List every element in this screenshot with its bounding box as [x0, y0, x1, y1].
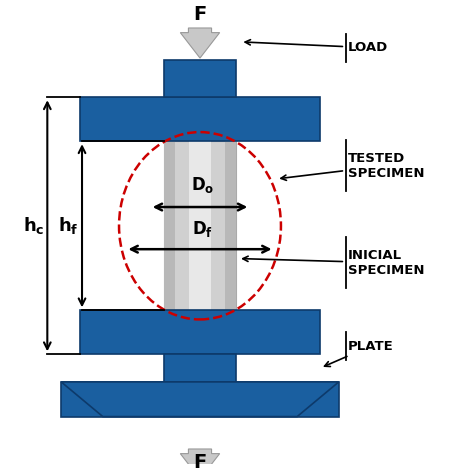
Text: LOAD: LOAD [245, 40, 388, 54]
Bar [80, 310, 320, 354]
Bar [225, 141, 236, 310]
Text: PLATE: PLATE [325, 339, 394, 366]
Polygon shape [61, 382, 339, 417]
Bar [164, 60, 236, 97]
FancyArrow shape [180, 449, 219, 474]
Bar [164, 354, 236, 382]
Text: $\mathbf{h_c}$: $\mathbf{h_c}$ [23, 215, 44, 236]
Text: TESTED
SPECIMEN: TESTED SPECIMEN [281, 152, 425, 180]
Bar [164, 141, 175, 310]
Text: $\mathbf{D_o}$: $\mathbf{D_o}$ [191, 175, 214, 195]
Text: $\mathbf{h_f}$: $\mathbf{h_f}$ [58, 215, 79, 236]
Text: INICIAL
SPECIMEN: INICIAL SPECIMEN [243, 249, 425, 277]
Text: F: F [193, 453, 207, 473]
Bar [61, 382, 339, 417]
FancyArrow shape [180, 28, 219, 58]
Bar [189, 141, 211, 310]
Text: F: F [193, 5, 207, 24]
Bar [80, 97, 320, 141]
Text: $\mathbf{D_f}$: $\mathbf{D_f}$ [192, 219, 213, 239]
Bar [164, 141, 236, 310]
